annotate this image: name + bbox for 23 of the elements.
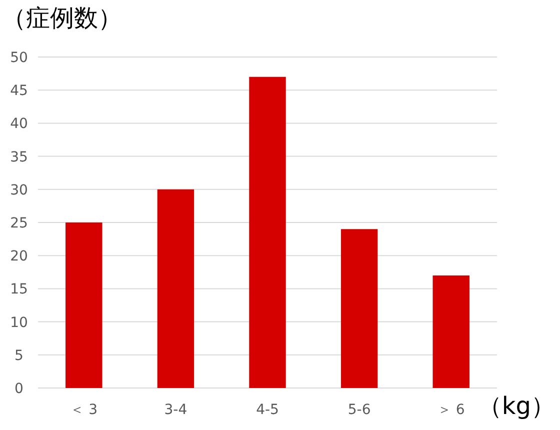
x-tick-label: 5-6 [348, 402, 371, 418]
y-tick-label: 35 [10, 149, 28, 166]
y-axis-title: （症例数） [2, 4, 122, 32]
y-tick-label: 40 [10, 116, 28, 132]
y-tick-label: 25 [10, 216, 28, 232]
y-tick-label: 15 [10, 282, 28, 298]
x-tick-label: 3-4 [164, 402, 188, 418]
y-tick-label: 5 [14, 348, 24, 364]
y-tick-label: 10 [10, 314, 28, 331]
bar [66, 222, 102, 388]
y-tick-label: 0 [14, 381, 24, 397]
bar [249, 76, 286, 388]
y-tick-label: 30 [10, 182, 28, 198]
x-tick-label: ＜ 3 [70, 402, 98, 418]
bar [432, 275, 470, 388]
x-axis-title: （kg） [478, 392, 555, 420]
y-tick-label: 20 [10, 248, 28, 265]
bar [157, 189, 194, 388]
bar [340, 229, 378, 388]
y-tick-label: 50 [10, 50, 28, 66]
x-tick-label: ＞ 6 [437, 402, 465, 418]
y-tick-label: 45 [10, 83, 28, 100]
x-tick-label: 4-5 [256, 402, 279, 418]
